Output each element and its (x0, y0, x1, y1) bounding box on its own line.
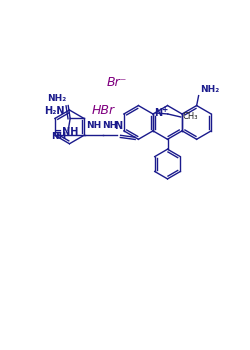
Text: NH: NH (102, 121, 117, 130)
Text: HBr: HBr (92, 104, 115, 117)
Text: NH: NH (86, 121, 102, 130)
Text: NH₂: NH₂ (47, 93, 66, 103)
Text: +: + (161, 105, 167, 113)
Text: NH: NH (51, 132, 66, 141)
Text: N: N (114, 121, 123, 131)
Text: CH₃: CH₃ (183, 112, 198, 121)
Text: N: N (154, 108, 162, 118)
Text: H₂N: H₂N (44, 105, 64, 116)
Text: NH₂: NH₂ (200, 85, 220, 94)
Text: Br⁻: Br⁻ (107, 76, 127, 89)
Text: =NH: =NH (54, 127, 78, 137)
